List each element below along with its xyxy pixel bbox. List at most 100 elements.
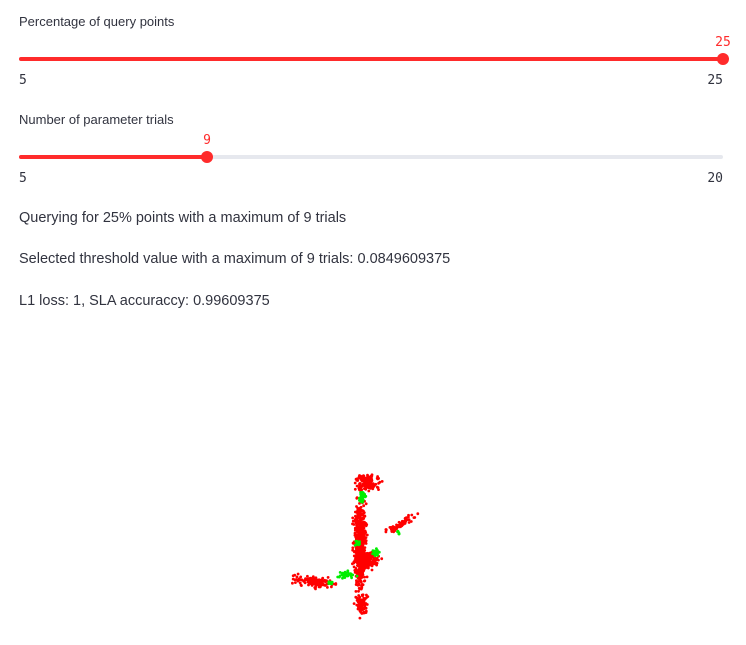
cloud-point (368, 486, 371, 490)
cloud-point (358, 575, 362, 579)
cloud-point (366, 564, 369, 568)
cloud-point (410, 513, 414, 517)
selected-point (355, 574, 359, 578)
cloud-point (364, 539, 368, 543)
cloud-point (355, 549, 359, 553)
cloud-point (359, 580, 363, 584)
cloud-point (393, 529, 397, 532)
selected-point (373, 554, 377, 558)
cloud-point (384, 528, 388, 531)
selected-point (360, 495, 364, 499)
cloud-point (352, 602, 356, 605)
cloud-point (308, 578, 311, 581)
query-percentage-label: Percentage of query points (19, 14, 175, 29)
parameter-trials-track[interactable] (19, 151, 723, 163)
cloud-point (354, 535, 358, 539)
cloud-point (311, 578, 315, 582)
loss-accuracy-text: L1 loss: 1, SLA accuraccy: 0.99609375 (19, 293, 270, 309)
query-percentage-value: 25 (715, 35, 731, 50)
cloud-point (357, 580, 360, 583)
cloud-point (365, 533, 369, 537)
cloud-point (304, 577, 307, 580)
cloud-point (360, 559, 363, 563)
selected-point (329, 582, 332, 585)
cloud-point (370, 474, 374, 478)
cloud-point (293, 578, 297, 582)
cloud-point (353, 518, 357, 521)
cloud-point (365, 557, 368, 561)
cloud-point (352, 560, 356, 564)
cloud-point (358, 551, 361, 555)
cloud-point (293, 573, 297, 577)
cloud-point (378, 480, 382, 484)
cloud-point (375, 561, 379, 565)
cloud-point (355, 496, 359, 499)
cloud-point (367, 475, 371, 479)
cloud-point (361, 525, 365, 529)
cloud-point (365, 596, 368, 599)
cloud-point (359, 477, 363, 481)
query-summary-text: Querying for 25% points with a maximum o… (19, 210, 347, 226)
cloud-point (407, 515, 410, 519)
cloud-point (299, 583, 303, 587)
selected-point (359, 492, 363, 496)
cloud-point (299, 575, 303, 579)
cloud-point (300, 578, 304, 582)
cloud-point (359, 605, 363, 609)
cloud-point (306, 574, 309, 578)
cloud-point (355, 579, 358, 583)
cloud-point (351, 522, 354, 526)
cloud-point (352, 565, 356, 569)
cloud-point (351, 546, 355, 550)
cloud-point (295, 575, 299, 579)
cloud-point (291, 581, 294, 585)
query-percentage-fill (19, 57, 723, 61)
cloud-point (371, 483, 375, 486)
cloud-point (367, 489, 371, 493)
cloud-point (412, 516, 416, 519)
cloud-point (409, 520, 413, 523)
query-percentage-track[interactable] (19, 53, 729, 65)
cloud-point (380, 480, 384, 483)
cloud-point (368, 559, 372, 563)
parameter-trials-fill (19, 155, 207, 159)
parameter-trials-max: 20 (707, 171, 723, 186)
cloud-point (407, 518, 411, 522)
cloud-point (389, 527, 393, 531)
query-percentage-thumb[interactable] (717, 53, 729, 65)
cloud-point (361, 583, 365, 587)
cloud-point (356, 509, 360, 513)
cloud-point (353, 487, 357, 491)
cloud-point (394, 526, 397, 530)
cloud-point (360, 608, 364, 612)
cloud-point (359, 509, 363, 512)
threshold-text: Selected threshold value with a maximum … (19, 251, 451, 267)
cloud-point (358, 513, 361, 516)
selected-point (353, 543, 357, 547)
cloud-point (355, 484, 359, 488)
cloud-point (358, 488, 361, 492)
selected-point (357, 496, 361, 500)
cloud-point (360, 485, 364, 488)
cloud-point (357, 589, 360, 593)
cloud-point (321, 576, 325, 580)
cloud-point (368, 551, 371, 555)
cloud-point (362, 482, 366, 486)
cloud-point (294, 581, 297, 584)
cloud-point (303, 581, 307, 585)
cloud-point (357, 515, 361, 519)
parameter-trials-thumb[interactable] (201, 151, 213, 163)
selected-point (341, 571, 345, 575)
selected-point (347, 572, 351, 576)
cloud-point (362, 601, 366, 605)
cloud-point (363, 604, 367, 608)
cloud-point (361, 569, 365, 573)
selected-point (377, 550, 381, 554)
cloud-point (363, 563, 367, 566)
cloud-point (365, 593, 368, 597)
cloud-point (358, 482, 362, 485)
cloud-point (355, 523, 359, 527)
selected-point (355, 539, 359, 543)
cloud-point (361, 565, 365, 569)
selected-point (397, 532, 401, 536)
